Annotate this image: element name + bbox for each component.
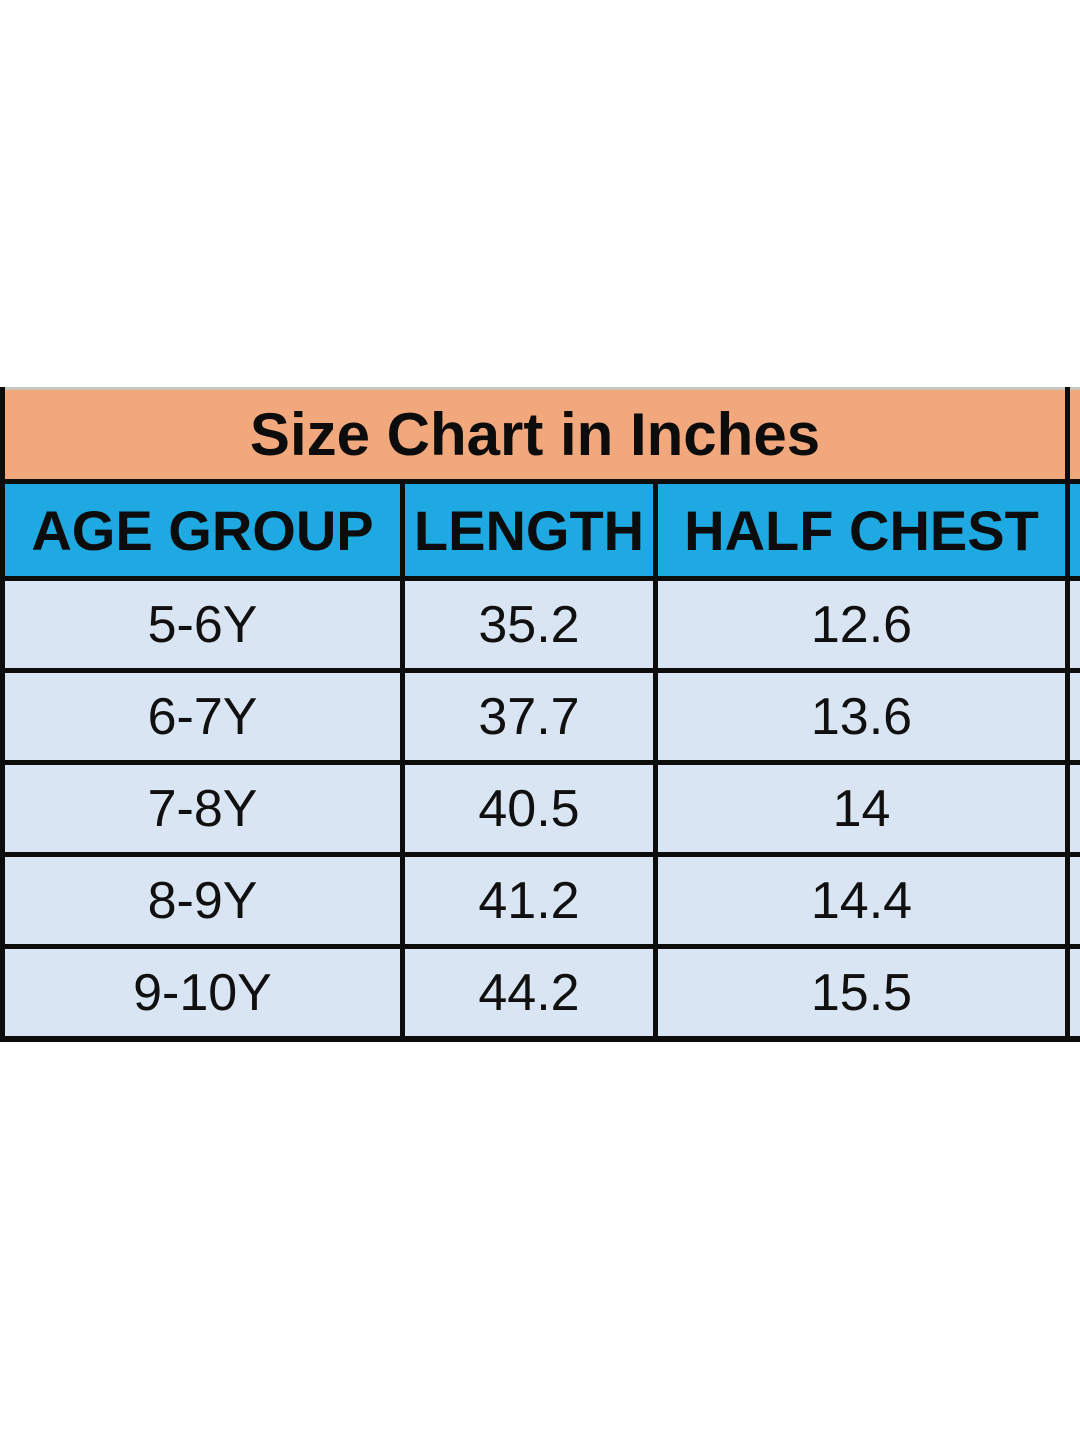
size-chart-grid: Size Chart in Inches AGE GROUP LENGTH HA… [0, 387, 1080, 1042]
cell-age-group: 7-8Y [0, 760, 405, 857]
header-row: AGE GROUP LENGTH HALF CHEST [0, 479, 1080, 581]
cutoff-column-header-cell [1065, 479, 1080, 581]
cell-age-group: 5-6Y [0, 576, 405, 673]
header-length: LENGTH [400, 479, 658, 581]
cutoff-column-cell [1065, 668, 1080, 765]
cutoff-column-cell [1065, 944, 1080, 1042]
cutoff-column-cell [1065, 760, 1080, 857]
cell-length: 44.2 [400, 944, 658, 1042]
cell-half-chest: 12.6 [653, 576, 1070, 673]
cell-age-group: 9-10Y [0, 944, 405, 1042]
cell-age-group: 6-7Y [0, 668, 405, 765]
cell-length: 41.2 [400, 852, 658, 949]
table-row: 5-6Y 35.2 12.6 [0, 576, 1080, 673]
header-age-group: AGE GROUP [0, 479, 405, 581]
cutoff-column-title-cell [1065, 387, 1080, 484]
cutoff-column-cell [1065, 852, 1080, 949]
size-chart-table: Size Chart in Inches AGE GROUP LENGTH HA… [0, 387, 1080, 1057]
header-half-chest: HALF CHEST [653, 479, 1070, 581]
table-row: 7-8Y 40.5 14 [0, 760, 1080, 857]
cell-age-group: 8-9Y [0, 852, 405, 949]
cell-half-chest: 13.6 [653, 668, 1070, 765]
table-row: 9-10Y 44.2 15.5 [0, 944, 1080, 1042]
table-row: 8-9Y 41.2 14.4 [0, 852, 1080, 949]
cell-length: 35.2 [400, 576, 658, 673]
title-row: Size Chart in Inches [0, 387, 1080, 484]
cell-length: 37.7 [400, 668, 658, 765]
cell-half-chest: 14 [653, 760, 1070, 857]
cutoff-column-cell [1065, 576, 1080, 673]
cell-half-chest: 14.4 [653, 852, 1070, 949]
table-row: 6-7Y 37.7 13.6 [0, 668, 1080, 765]
cell-length: 40.5 [400, 760, 658, 857]
chart-title: Size Chart in Inches [0, 387, 1070, 484]
cell-half-chest: 15.5 [653, 944, 1070, 1042]
